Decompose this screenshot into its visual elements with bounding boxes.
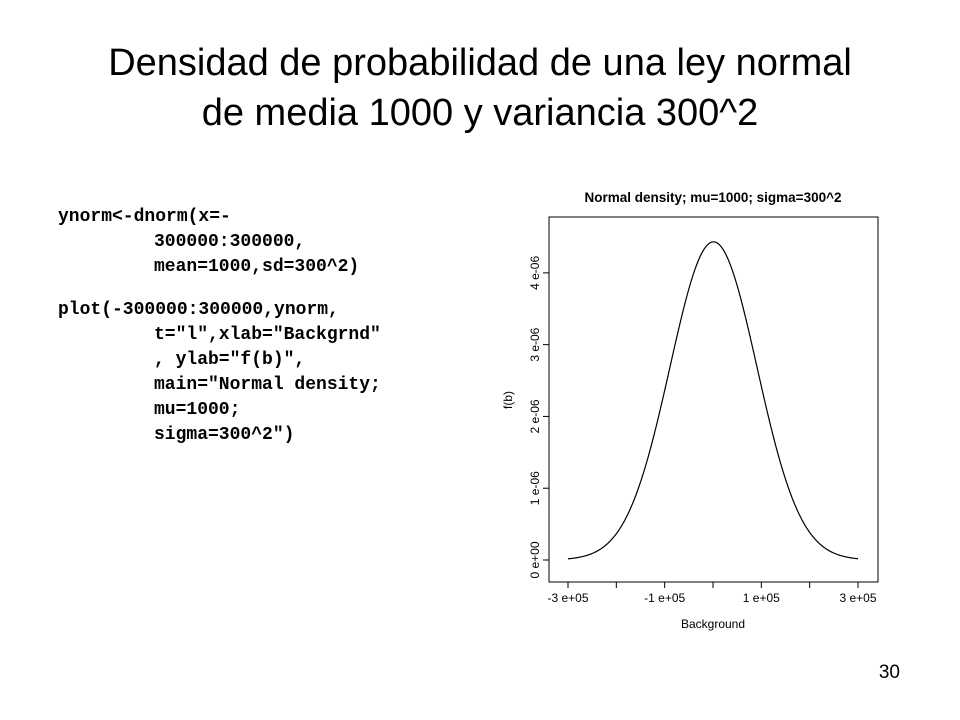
x-tick-label: -3 e+05 [547,591,588,605]
code-paragraph-dnorm: ynorm<-dnorm(x=- 300000:300000, mean=100… [58,205,488,280]
title-line-2: de media 1000 y variancia 300^2 [201,92,759,134]
slide-title: Densidad de probabilidad de una ley norm… [0,38,960,138]
code-line: sigma=300^2") [154,425,295,445]
chart-title: Normal density; mu=1000; sigma=300^2 [584,190,841,205]
y-tick-label: 1 e-06 [528,471,542,505]
code-paragraph-plot: plot(-300000:300000,ynorm, t="l",xlab="B… [58,298,488,448]
y-tick-label: 0 e+00 [528,541,542,578]
code-line: main="Normal density; [154,375,381,395]
plot-frame [548,216,879,583]
x-tick-label: 1 e+05 [743,591,780,605]
y-axis-label: f(b) [501,391,515,409]
code-line: mu=1000; [154,400,241,420]
y-tick-label: 4 e-06 [528,256,542,290]
code-line: t="l",xlab="Backgrnd" [154,325,381,345]
page-number: 30 [878,662,900,683]
y-tick-label: 2 e-06 [528,399,542,433]
code-line: ynorm<-dnorm(x=- [58,207,231,227]
x-axis: -3 e+05 -1 e+05 1 e+05 3 e+05 [547,582,877,605]
density-chart: Normal density; mu=1000; sigma=300^2 -3 … [501,190,879,631]
code-line: 300000:300000, [154,232,306,252]
title-line-1: Densidad de probabilidad de una ley norm… [108,42,852,84]
x-tick-label: -1 e+05 [644,591,685,605]
x-tick-label: 3 e+05 [839,591,876,605]
y-tick-label: 3 e-06 [528,327,542,361]
y-axis: 0 e+00 1 e-06 2 e-06 3 e-06 4 e-06 [528,256,549,579]
density-curve [567,241,859,560]
code-line: mean=1000,sd=300^2) [154,257,360,277]
code-block: ynorm<-dnorm(x=- 300000:300000, mean=100… [58,205,488,466]
x-axis-label: Background [681,617,745,631]
code-line: , ylab="f(b)", [154,350,306,370]
code-line: plot(-300000:300000,ynorm, [58,300,339,320]
